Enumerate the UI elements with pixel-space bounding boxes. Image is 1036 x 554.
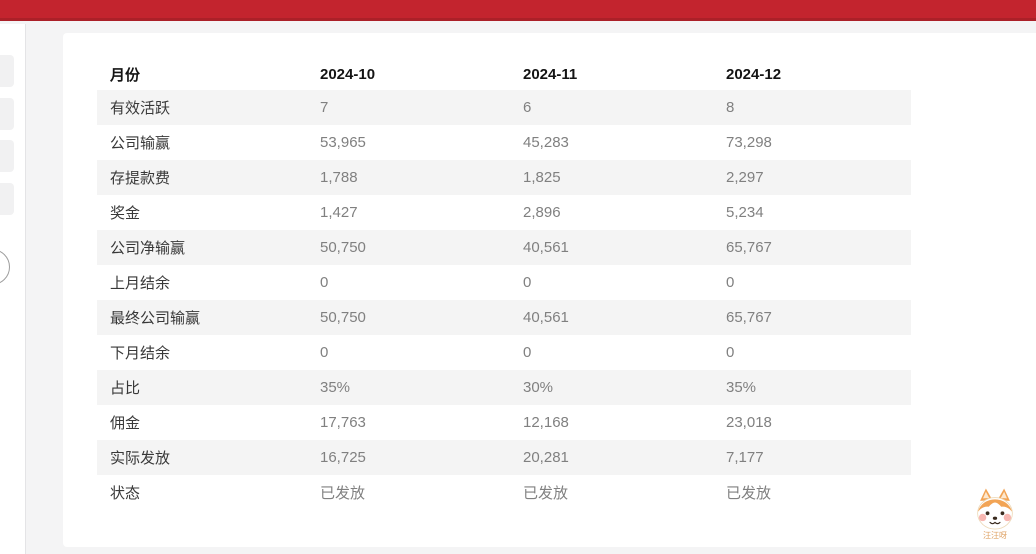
cell-value: 50,750 bbox=[320, 309, 366, 326]
cell-value: 16,725 bbox=[320, 449, 366, 466]
cell-value: 0 bbox=[523, 344, 532, 361]
top-nav-bar bbox=[0, 0, 1036, 21]
table-row: 状态 已发放 已发放 已发放 bbox=[97, 475, 911, 510]
shiba-dog-icon bbox=[977, 488, 1013, 530]
table-row: 实际发放 16,725 20,281 7,177 bbox=[97, 440, 911, 475]
row-label: 上月结余 bbox=[110, 275, 171, 292]
column-header-2024-11: 2024-11 bbox=[523, 65, 578, 83]
cell-value: 0 bbox=[726, 274, 735, 291]
cell-value: 1,825 bbox=[523, 169, 561, 186]
cell-value: 40,561 bbox=[523, 309, 569, 326]
row-label: 佣金 bbox=[110, 415, 141, 432]
cell-value: 已发放 bbox=[320, 485, 366, 502]
table-row: 下月结余 0 0 0 bbox=[97, 335, 911, 370]
cell-value: 7,177 bbox=[726, 449, 764, 466]
column-header-2024-12: 2024-12 bbox=[726, 65, 782, 83]
report-card: 月份 2024-10 2024-11 2024-12 有效活跃 7 6 8 公司… bbox=[63, 33, 1036, 547]
cell-value: 12,168 bbox=[523, 414, 569, 431]
row-label: 存提款费 bbox=[110, 170, 171, 187]
monthly-report-table: 月份 2024-10 2024-11 2024-12 有效活跃 7 6 8 公司… bbox=[97, 58, 911, 510]
cell-value: 1,427 bbox=[320, 204, 358, 221]
cell-value: 0 bbox=[320, 274, 329, 291]
row-label: 实际发放 bbox=[110, 450, 171, 467]
sidebar-collapse-button[interactable] bbox=[0, 249, 10, 285]
cell-value: 65,767 bbox=[726, 309, 772, 326]
cell-value: 2,297 bbox=[726, 169, 764, 186]
column-header-2024-10: 2024-10 bbox=[320, 65, 376, 83]
table-row: 公司净输赢 50,750 40,561 65,767 bbox=[97, 230, 911, 265]
table-row: 公司输赢 53,965 45,283 73,298 bbox=[97, 125, 911, 160]
sidebar-menu-item[interactable] bbox=[0, 140, 14, 172]
cell-value: 已发放 bbox=[726, 485, 772, 502]
cell-value: 0 bbox=[523, 274, 532, 291]
row-label: 公司输赢 bbox=[110, 135, 171, 152]
cell-value: 40,561 bbox=[523, 239, 569, 256]
cell-value: 6 bbox=[523, 99, 532, 116]
cell-value: 50,750 bbox=[320, 239, 366, 256]
cell-value: 35% bbox=[726, 379, 757, 396]
cell-value: 2,896 bbox=[523, 204, 561, 221]
row-label: 公司净输赢 bbox=[110, 240, 186, 257]
cell-value: 0 bbox=[726, 344, 735, 361]
cell-value: 73,298 bbox=[726, 134, 772, 151]
cell-value: 0 bbox=[320, 344, 329, 361]
shiba-mascot[interactable]: 汪汪呀 bbox=[970, 486, 1020, 542]
cell-value: 65,767 bbox=[726, 239, 772, 256]
cell-value: 17,763 bbox=[320, 414, 366, 431]
table-row: 存提款费 1,788 1,825 2,297 bbox=[97, 160, 911, 195]
cell-value: 1,788 bbox=[320, 169, 358, 186]
row-label: 奖金 bbox=[110, 205, 141, 222]
sidebar-menu-item[interactable] bbox=[0, 183, 14, 215]
sidebar-menu-item[interactable] bbox=[0, 55, 14, 87]
collapsed-sidebar bbox=[0, 24, 26, 554]
table-body: 有效活跃 7 6 8 公司输赢 53,965 45,283 73,298 存提款… bbox=[97, 90, 911, 510]
cell-value: 30% bbox=[523, 379, 554, 396]
sidebar-menu-item[interactable] bbox=[0, 98, 14, 130]
cell-value: 8 bbox=[726, 99, 735, 116]
mascot-caption: 汪汪呀 bbox=[983, 531, 1007, 540]
cell-value: 20,281 bbox=[523, 449, 569, 466]
cell-value: 35% bbox=[320, 379, 351, 396]
table-row: 有效活跃 7 6 8 bbox=[97, 90, 911, 125]
cell-value: 45,283 bbox=[523, 134, 569, 151]
cell-value: 5,234 bbox=[726, 204, 764, 221]
table-row: 占比 35% 30% 35% bbox=[97, 370, 911, 405]
table-row: 最终公司输赢 50,750 40,561 65,767 bbox=[97, 300, 911, 335]
cell-value: 已发放 bbox=[523, 485, 569, 502]
column-header-month: 月份 bbox=[110, 66, 141, 84]
cell-value: 7 bbox=[320, 99, 329, 116]
row-label: 有效活跃 bbox=[110, 100, 171, 117]
cell-value: 53,965 bbox=[320, 134, 366, 151]
row-label: 最终公司输赢 bbox=[110, 310, 201, 327]
cell-value: 23,018 bbox=[726, 414, 772, 431]
table-row: 奖金 1,427 2,896 5,234 bbox=[97, 195, 911, 230]
table-row: 上月结余 0 0 0 bbox=[97, 265, 911, 300]
table-row: 佣金 17,763 12,168 23,018 bbox=[97, 405, 911, 440]
row-label: 状态 bbox=[110, 485, 141, 502]
table-header-row: 月份 2024-10 2024-11 2024-12 bbox=[97, 58, 911, 90]
row-label: 下月结余 bbox=[110, 345, 171, 362]
row-label: 占比 bbox=[110, 380, 141, 397]
